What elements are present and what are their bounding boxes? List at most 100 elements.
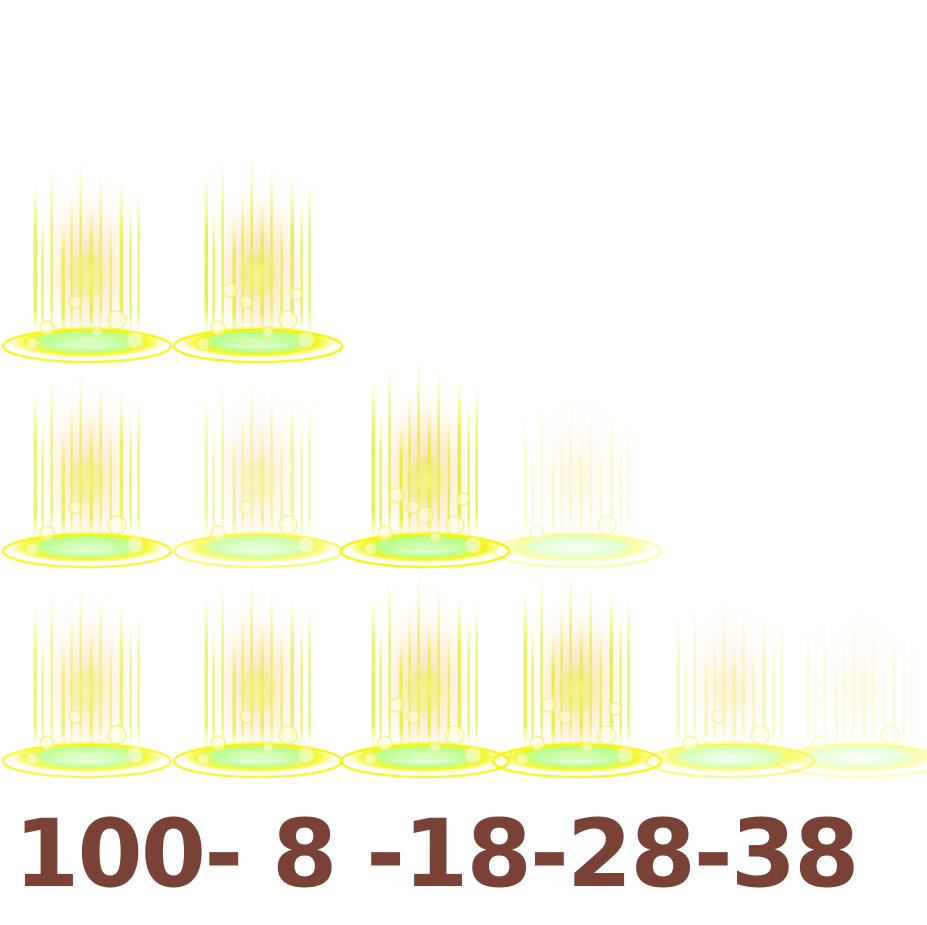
bubble bbox=[597, 725, 617, 745]
bubble bbox=[456, 492, 470, 506]
light-streak bbox=[290, 176, 294, 332]
bubble bbox=[581, 741, 593, 753]
light-streak bbox=[627, 415, 630, 537]
effect-frame bbox=[172, 579, 344, 780]
bubble bbox=[597, 515, 617, 535]
base-ring bbox=[782, 741, 927, 773]
light-streak bbox=[762, 617, 766, 747]
light-streak bbox=[902, 641, 905, 747]
light-streak bbox=[676, 617, 680, 747]
effect-frame bbox=[1, 371, 173, 570]
light-streak bbox=[308, 181, 311, 332]
light-streak bbox=[772, 634, 775, 747]
bubble bbox=[278, 310, 298, 330]
bubble bbox=[126, 536, 144, 554]
bubble bbox=[529, 735, 545, 751]
light-streak bbox=[467, 615, 470, 747]
light-streak bbox=[609, 593, 613, 747]
base-ring-outline bbox=[1, 743, 173, 779]
bubble bbox=[297, 536, 315, 554]
base-ring-highlight bbox=[39, 536, 135, 550]
bubble bbox=[297, 331, 315, 349]
bubble bbox=[126, 331, 144, 349]
base-ring-highlight bbox=[39, 746, 135, 760]
light-streak bbox=[379, 625, 382, 747]
light-streak bbox=[780, 621, 783, 747]
light-streak bbox=[204, 598, 208, 747]
bubble bbox=[222, 282, 238, 298]
bubble bbox=[429, 531, 441, 543]
effect-frame bbox=[491, 572, 663, 780]
effect-frame bbox=[339, 358, 511, 570]
energy-core bbox=[232, 448, 284, 512]
light-streak bbox=[221, 584, 224, 747]
bubble bbox=[210, 525, 226, 541]
bubble bbox=[25, 337, 39, 351]
energy-core bbox=[551, 658, 603, 722]
base-ring-highlight bbox=[210, 746, 306, 760]
light-streak bbox=[33, 604, 37, 747]
light-streak bbox=[137, 395, 140, 537]
effect-frame bbox=[172, 379, 344, 570]
light-streak bbox=[119, 182, 123, 332]
light-streak bbox=[308, 402, 311, 537]
bubble bbox=[289, 287, 303, 301]
effect-frame bbox=[1, 162, 173, 365]
light-streak bbox=[50, 376, 53, 537]
base-ring-highlight bbox=[377, 536, 473, 550]
light-streak bbox=[308, 603, 311, 747]
bubble bbox=[515, 752, 529, 766]
base-ring-highlight bbox=[812, 746, 908, 760]
energy-core bbox=[232, 658, 284, 722]
light-streak bbox=[119, 390, 123, 537]
bubble bbox=[406, 710, 420, 724]
light-streak bbox=[371, 595, 375, 747]
bubble bbox=[239, 500, 253, 514]
base-ring-highlight bbox=[529, 746, 625, 760]
bubble bbox=[812, 735, 828, 751]
effect-frame bbox=[774, 590, 927, 780]
light-streak bbox=[457, 595, 461, 747]
bubble bbox=[107, 515, 127, 535]
light-streak bbox=[212, 628, 215, 747]
light-streak bbox=[129, 202, 132, 332]
base-ring-outline bbox=[774, 743, 927, 779]
light-streak bbox=[523, 593, 527, 747]
bubble bbox=[416, 506, 434, 524]
base-ring bbox=[652, 741, 808, 773]
bubble bbox=[39, 735, 55, 751]
light-streak bbox=[33, 182, 37, 332]
light-streak bbox=[300, 618, 303, 747]
light-streak bbox=[467, 400, 470, 537]
bubble bbox=[363, 752, 377, 766]
bubble bbox=[210, 320, 226, 336]
light-streak bbox=[371, 379, 375, 537]
light-streak bbox=[41, 633, 44, 747]
light-streak bbox=[119, 604, 123, 747]
light-streak bbox=[129, 410, 132, 537]
bubble bbox=[25, 752, 39, 766]
light-streak bbox=[129, 623, 132, 747]
base-ring-highlight bbox=[529, 536, 625, 550]
light-streak bbox=[684, 643, 687, 747]
base-ring-highlight bbox=[377, 746, 473, 760]
bubble bbox=[616, 746, 634, 764]
light-streak bbox=[300, 197, 303, 332]
bubble bbox=[297, 746, 315, 764]
light-streak bbox=[619, 613, 622, 747]
energy-core bbox=[61, 243, 113, 307]
light-streak bbox=[137, 187, 140, 332]
energy-core bbox=[551, 448, 603, 512]
bubble bbox=[107, 725, 127, 745]
bubble bbox=[429, 741, 441, 753]
light-streak bbox=[523, 411, 527, 537]
base-ring-outline bbox=[172, 328, 344, 364]
light-streak bbox=[910, 629, 913, 747]
effect-frame bbox=[644, 590, 816, 780]
bubble bbox=[363, 542, 377, 556]
energy-core bbox=[232, 243, 284, 307]
light-streak bbox=[892, 625, 896, 747]
bubble bbox=[278, 515, 298, 535]
light-streak bbox=[388, 579, 391, 747]
